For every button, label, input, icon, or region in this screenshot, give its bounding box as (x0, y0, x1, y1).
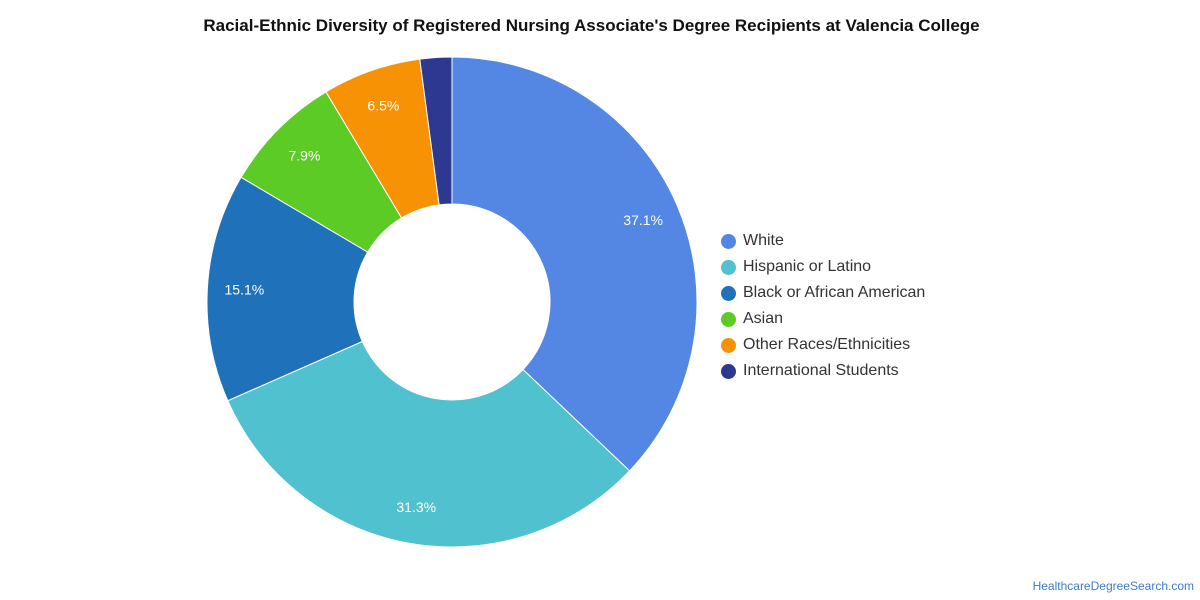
legend-item-international-students[interactable]: International Students (721, 358, 925, 384)
legend-label: Black or African American (743, 284, 926, 301)
slice-black-or-african-american[interactable] (206, 176, 369, 402)
legend-label: International Students (743, 362, 899, 379)
legend-swatch-icon (721, 285, 736, 301)
legend-swatch-icon (721, 233, 736, 249)
chart-title: Racial-Ethnic Diversity of Registered Nu… (203, 16, 980, 35)
slice-international-students[interactable] (419, 56, 453, 206)
source-credit-link[interactable]: HealthcareDegreeSearch.com (1032, 579, 1194, 593)
slice-value-label: 6.5% (367, 98, 399, 114)
legend-item-hispanic-or-latino[interactable]: Hispanic or Latino (721, 254, 925, 280)
legend-swatch-icon (721, 363, 736, 379)
legend-label: Hispanic or Latino (743, 258, 872, 275)
slice-white[interactable] (451, 56, 698, 472)
slice-value-label: 15.1% (225, 282, 265, 298)
chart-legend: White Hispanic or Latino Black or African … (721, 228, 925, 384)
legend-label: Asian (743, 310, 784, 327)
legend-item-asian[interactable]: Asian (721, 306, 925, 332)
slice-value-label: 7.9% (288, 147, 320, 163)
slice-hispanic-or-latino[interactable] (227, 340, 631, 548)
slice-value-label: 37.1% (623, 212, 663, 228)
slice-value-label: 31.3% (396, 499, 436, 515)
legend-item-other-races-ethnicities[interactable]: Other Races/Ethnicities (721, 332, 925, 358)
legend-label: Other Races/Ethnicities (743, 336, 911, 353)
legend-item-white[interactable]: White (721, 228, 925, 254)
legend-swatch-icon (721, 259, 736, 275)
legend-swatch-icon (721, 311, 736, 327)
legend-label: White (743, 232, 784, 249)
legend-item-black-or-african-american[interactable]: Black or African American (721, 280, 925, 306)
legend-swatch-icon (721, 337, 736, 353)
